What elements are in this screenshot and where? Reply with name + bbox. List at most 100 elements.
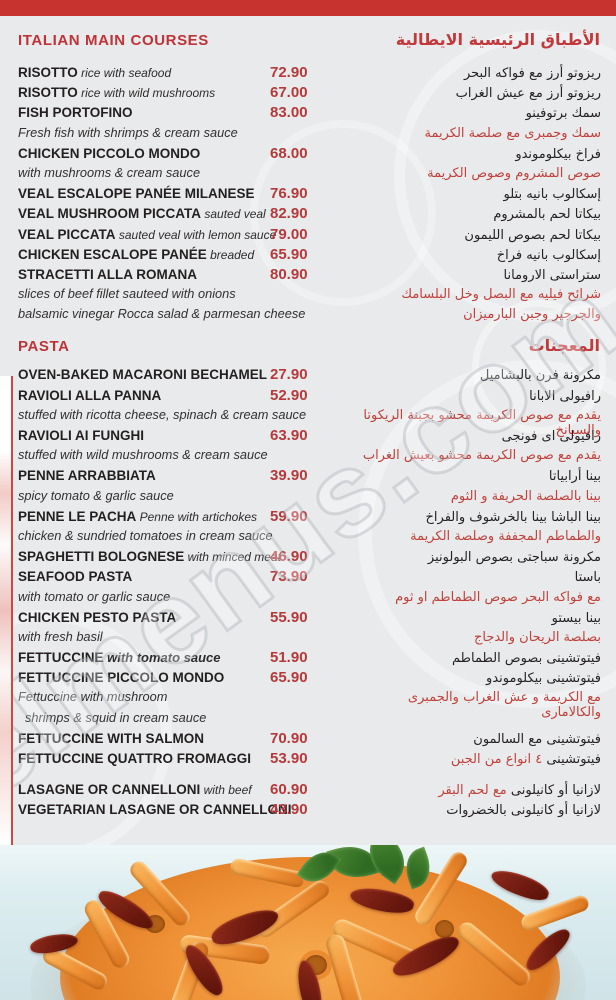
item-name-ar: والطماطم المجففة وصلصة الكريمة: [410, 528, 601, 544]
item-price: 63.90: [270, 427, 308, 444]
section-italian-main-courses: ITALIAN MAIN COURSES الأطباق الرئيسية ال…: [18, 30, 616, 326]
item-name-ar: بينا الباشا بينا بالخرشوف والفراخ: [425, 509, 601, 525]
item-name-ar: مع الكريمة و عش الغراب والجمبرى والكالام…: [407, 690, 601, 721]
menu-desc-row: chicken & sundried tomatoes in cream sau…: [18, 528, 616, 548]
item-desc-en: slices of beef fillet sauteed with onion…: [18, 286, 236, 302]
item-price: 60.90: [270, 781, 308, 799]
item-name-ar: بينا بيستو: [551, 610, 601, 626]
item-name-ar: فيتوتشينى بصوص الطماطم: [452, 651, 601, 667]
menu-item-row: RAVIOLI ALLA PANNA 52.90 رافيولى الابانا: [18, 387, 616, 407]
item-name-ar: بصلصة الريحان والدجاج: [473, 629, 601, 645]
item-name-en: VEAL PICCATA sauted veal with lemon sauc…: [18, 226, 277, 242]
item-name-ar: فيتوتشينى بيكلوموندو: [486, 671, 601, 687]
item-name-en: CHICKEN PESTO PASTA: [18, 609, 177, 625]
menu-desc-row: shrimps & squid in cream sauce: [18, 710, 616, 730]
top-red-bar: [0, 0, 616, 16]
section-header: ITALIAN MAIN COURSES الأطباق الرئيسية ال…: [18, 30, 600, 52]
item-desc-en: with fresh basil: [18, 628, 103, 644]
item-name-ar: بينا أرابياتا: [548, 469, 601, 485]
menu-item-row: RISOTTO rice with seafood 72.90 ريزوتو أرز…: [18, 64, 616, 84]
menu-item-row: RAVIOLI AI FUNGHI 63.90 رافيولى اى فونجى: [18, 427, 616, 447]
menu-item-row: LASAGNE OR CANNELLONI with beef 60.90 لازا…: [18, 781, 616, 801]
item-price: 27.90: [270, 366, 308, 384]
section-title-en: ITALIAN MAIN COURSES: [18, 32, 209, 49]
item-price: 82.90: [270, 205, 308, 223]
item-name-ar: سمك برتوفينو: [525, 106, 601, 122]
menu-desc-row: spicy tomato & garlic sauce بينا بالصلصة …: [18, 488, 616, 508]
menu-item-row: FISH PORTOFINO 83.00 سمك برتوفينو: [18, 104, 616, 124]
menu-desc-row: with mushrooms & cream sauce صوص المشروم …: [18, 165, 616, 185]
section-header: PASTA المعجنات: [18, 336, 600, 358]
item-name-en: FETTUCCINE PICCOLO MONDO: [18, 670, 225, 686]
menu-item-row: VEAL ESCALOPE PANÉE MILANESE 76.90 إسكالوب…: [18, 185, 616, 205]
item-name-ar: لازانيا أو كانيلونى بالخضروات: [446, 803, 601, 819]
menu-item-row: PENNE ARRABBIATA 39.90 بينا أرابياتا: [18, 467, 616, 487]
item-name-en: RAVIOLI AI FUNGHI: [18, 428, 144, 443]
item-price: 46.90: [270, 548, 308, 566]
item-name-ar: ريزوتو أرز مع عيش الغراب: [455, 86, 601, 102]
item-name-ar: يقدم مع صوص الكريمة محشو بعيش الغراب: [362, 448, 601, 464]
menu-item-row: VEGETARIAN LASAGNE OR CANNELLONI 43.90 لاز…: [18, 801, 616, 821]
item-price: 70.90: [270, 729, 308, 747]
menu-item-row: VEAL PICCATA sauted veal with lemon sauc…: [18, 226, 616, 246]
menu-desc-row: stuffed with wild mushrooms & cream sauc…: [18, 447, 616, 467]
page-edge-artifact: [0, 376, 13, 845]
item-price: 76.90: [270, 185, 308, 203]
item-name-en: RAVIOLI ALLA PANNA: [18, 387, 162, 403]
item-name-ar: فيتوتشينى مع السالمون: [473, 731, 601, 747]
item-price: 80.90: [270, 265, 308, 283]
item-price: 73.90: [270, 568, 308, 586]
item-name-en: STRACETTI ALLA ROMANA: [18, 266, 197, 282]
item-name-en: CHICKEN PICCOLO MONDO: [18, 145, 201, 161]
menu-item-row: VEAL MUSHROOM PICCATA sauted veal 82.90 بي…: [18, 205, 616, 225]
item-name-ar: مكرونة سباجتى بصوص البولونيز: [427, 550, 601, 566]
item-name-en: FETTUCCINE with tomato sauce: [18, 650, 221, 666]
menu-content: ITALIAN MAIN COURSES الأطباق الرئيسية ال…: [18, 16, 616, 822]
item-name-ar: إسكالوب بانيه فراخ: [496, 247, 601, 263]
menu-item-row: SPAGHETTI BOLOGNESE with minced meat 46.9…: [18, 548, 616, 568]
item-name-ar: والجرجير وجبن البارميزان: [463, 307, 601, 323]
section-pasta: PASTA المعجنات OVEN-BAKED MACARONI BECHA…: [18, 336, 616, 821]
item-name-en: VEAL ESCALOPE PANÉE MILANESE: [18, 186, 255, 202]
item-name-ar: شرائح فيليه مع البصل وخل البلسامك: [401, 287, 601, 303]
item-price: 43.90: [270, 801, 308, 819]
menu-item-row: OVEN-BAKED MACARONI BECHAMEL 27.90 مكرونة …: [18, 366, 616, 386]
item-name-en: VEGETARIAN LASAGNE OR CANNELLONI: [18, 802, 292, 818]
item-name-ar: يقدم مع صوص الكريمة محشو بجبنة الريكوتا …: [363, 407, 601, 438]
menu-item-row: FETTUCCINE QUATTRO FROMAGGI 53.90 فيتوتشين…: [18, 750, 616, 770]
item-price: 59.90: [270, 507, 308, 525]
item-name-ar: لازانيا أو كانيلونى مع لحم البقر: [438, 783, 601, 799]
menu-item-row: CHICKEN PESTO PASTA 55.90 بينا بيستو: [18, 609, 616, 629]
item-desc-en: stuffed with ricotta cheese, spinach & c…: [18, 406, 307, 422]
menu-desc-row: balsamic vinegar Rocca salad & parmesan …: [18, 306, 616, 326]
item-name-ar: بيكاتا لحم بالمشروم: [493, 207, 601, 223]
item-price: 65.90: [270, 669, 308, 687]
item-desc-en: balsamic vinegar Rocca salad & parmesan …: [18, 306, 306, 322]
item-price: 79.00: [270, 225, 308, 243]
dish-photo: [0, 845, 616, 1000]
menu-item-row: FETTUCCINE WITH SALMON 70.90 فيتوتشينى مع …: [18, 730, 616, 750]
menu-desc-row: with tomato or garlic sauce مع فواكه البح…: [18, 589, 616, 609]
item-name-en: OVEN-BAKED MACARONI BECHAMEL: [18, 367, 267, 383]
section-rows: OVEN-BAKED MACARONI BECHAMEL 27.90 مكرونة …: [18, 366, 616, 821]
item-desc-en: Fresh fish with shrimps & cream sauce: [18, 124, 238, 140]
item-name-ar: صوص المشروم وصوص الكريمة: [427, 165, 601, 181]
item-price: 65.90: [270, 245, 308, 263]
background-swirl: [472, 300, 606, 434]
item-name-en: RISOTTO rice with seafood: [18, 65, 172, 80]
section-rows: RISOTTO rice with seafood 72.90 ريزوتو أرز…: [18, 64, 616, 326]
item-name-ar: بينا بالصلصة الحريفة و الثوم: [450, 488, 601, 504]
item-name-en: VEAL MUSHROOM PICCATA sauted veal: [18, 206, 266, 222]
item-name-en: RISOTTO rice with wild mushrooms: [18, 85, 216, 101]
background-swirl: [250, 120, 436, 306]
section-title-en: PASTA: [18, 338, 70, 356]
item-name-ar: سمك وجمبرى مع صلصة الكريمة: [424, 125, 602, 141]
menu-item-row: CHICKEN PICCOLO MONDO 68.00 فراخ بيكلوموند…: [18, 145, 616, 165]
menu-desc-row: stuffed with ricotta cheese, spinach & c…: [18, 406, 616, 438]
item-price: 83.00: [270, 104, 308, 122]
menu-desc-row: Fettuccine with mushroom مع الكريمة و عش …: [18, 689, 616, 720]
item-price: 68.00: [270, 144, 308, 162]
item-price: 72.90: [270, 64, 308, 81]
penne-piece: [519, 893, 591, 933]
